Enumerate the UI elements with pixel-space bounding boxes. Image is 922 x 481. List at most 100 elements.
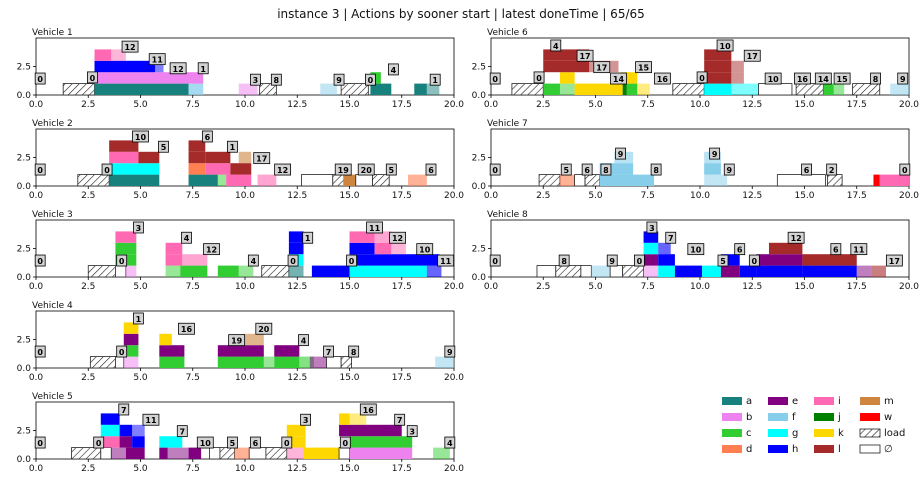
- action-label: 4: [550, 39, 562, 52]
- legend-swatch: [768, 429, 788, 437]
- action-label-box: [885, 254, 903, 267]
- action-label: 9: [723, 163, 735, 176]
- legend-item-e: e: [768, 396, 798, 407]
- bar-segment-load: [795, 83, 824, 96]
- bar-segment-b: [123, 356, 139, 368]
- action-label-box: [197, 62, 209, 75]
- x-tick-label: 15.0: [339, 100, 359, 110]
- action-label: 10: [416, 243, 434, 256]
- action-label-box: [357, 163, 375, 176]
- bar-segment-i: [115, 231, 137, 243]
- action-label-box: [764, 72, 782, 85]
- action-label-box: [716, 39, 734, 52]
- legend-label: i: [838, 396, 841, 407]
- y-tick-label: 0.0: [472, 182, 487, 192]
- action-label-box: [897, 72, 909, 85]
- bar-segment-c: [833, 83, 845, 95]
- bar-segment-l: [768, 242, 803, 255]
- legend-swatch: [814, 397, 834, 405]
- legend-swatch: [768, 413, 788, 421]
- x-tick-label: 12.5: [287, 464, 307, 474]
- bar-segment-empty: [338, 447, 350, 460]
- action-label: 0: [748, 254, 760, 267]
- action-label-text: 16: [797, 75, 809, 84]
- x-tick-label: 7.5: [641, 191, 655, 201]
- bar-segment-l: [731, 72, 744, 84]
- bar-segment-e: [756, 254, 803, 266]
- bar-segment-load: [89, 356, 116, 369]
- x-tick-label: 15.0: [794, 191, 814, 201]
- bar-segment-i: [226, 174, 252, 186]
- action-label-text: 3: [303, 416, 309, 425]
- action-label: 3: [646, 221, 658, 234]
- action-label: 8: [270, 73, 282, 86]
- bar-segment-l: [704, 72, 732, 84]
- action-label-box: [437, 254, 455, 267]
- action-label-text: 11: [440, 257, 452, 266]
- action-label-box: [93, 436, 105, 449]
- action-label-box: [687, 243, 705, 256]
- bar-segment-f: [704, 163, 721, 175]
- bar-segment-a: [414, 83, 427, 95]
- bar-segment-load: [87, 265, 116, 278]
- action-label-box: [787, 231, 805, 244]
- bar-segment-e: [188, 447, 202, 459]
- action-label-text: 1: [305, 234, 311, 243]
- action-label-text: 1: [200, 65, 206, 74]
- panel-title: Vehicle 4: [32, 301, 73, 311]
- action-label-box: [203, 243, 220, 256]
- bar-segment-c: [217, 265, 239, 277]
- action-label-text: 8: [873, 75, 879, 84]
- action-label-box: [298, 334, 309, 347]
- bar-segment-h: [674, 265, 703, 277]
- action-label-text: 4: [447, 439, 453, 448]
- bar-segment-m: [238, 151, 252, 164]
- legend-label: j: [837, 412, 841, 423]
- panel-title: Vehicle 7: [487, 119, 528, 129]
- action-label-text: 6: [737, 246, 743, 255]
- action-label-box: [359, 403, 377, 416]
- action-label-text: 3: [409, 428, 415, 437]
- x-tick-label: 10.0: [235, 282, 255, 292]
- legend-item-empty: ∅: [859, 444, 893, 455]
- action-label-text: 4: [391, 66, 397, 75]
- x-tick-label: 5.0: [133, 191, 148, 201]
- action-label-text: 0: [752, 257, 758, 266]
- action-label: 7: [118, 403, 130, 416]
- x-tick-label: 12.5: [287, 100, 307, 110]
- action-label: 11: [850, 243, 868, 256]
- bar-segment-h: [100, 413, 120, 425]
- bar-segment-h: [426, 265, 442, 277]
- action-label-box: [489, 254, 501, 267]
- action-label: 6: [250, 436, 261, 449]
- action-label-text: 5: [563, 166, 569, 175]
- action-label-box: [814, 72, 832, 85]
- action-label: 14: [814, 72, 832, 85]
- bar-segment-load: [672, 83, 705, 96]
- action-label-text: 3: [649, 224, 655, 233]
- action-label-box: [287, 254, 299, 267]
- bar-segment-a: [94, 83, 189, 95]
- x-tick-label: 5.0: [133, 464, 148, 474]
- action-label-box: [281, 436, 293, 449]
- bar-segment-i: [94, 49, 112, 61]
- action-label: 17: [743, 49, 761, 62]
- action-label: 8: [558, 254, 570, 267]
- action-label: 7: [665, 231, 677, 244]
- bar-segment-c: [123, 345, 139, 357]
- bar-segment-k: [574, 83, 623, 95]
- x-tick-label: 7.5: [186, 100, 200, 110]
- action-label-text: 0: [119, 257, 125, 266]
- x-tick-label: 12.5: [742, 100, 762, 110]
- action-label-text: 0: [104, 166, 110, 175]
- action-label-text: 12: [791, 234, 802, 243]
- action-label-text: 11: [853, 246, 865, 255]
- action-label-text: 19: [231, 337, 243, 346]
- action-label: 9: [709, 147, 721, 160]
- bar-segment-load: [261, 265, 290, 278]
- action-label: 0: [346, 254, 357, 267]
- bar-segment-c: [159, 356, 185, 368]
- action-label: 5: [227, 436, 238, 449]
- legend-item-w: w: [860, 412, 892, 423]
- action-label-box: [253, 152, 271, 165]
